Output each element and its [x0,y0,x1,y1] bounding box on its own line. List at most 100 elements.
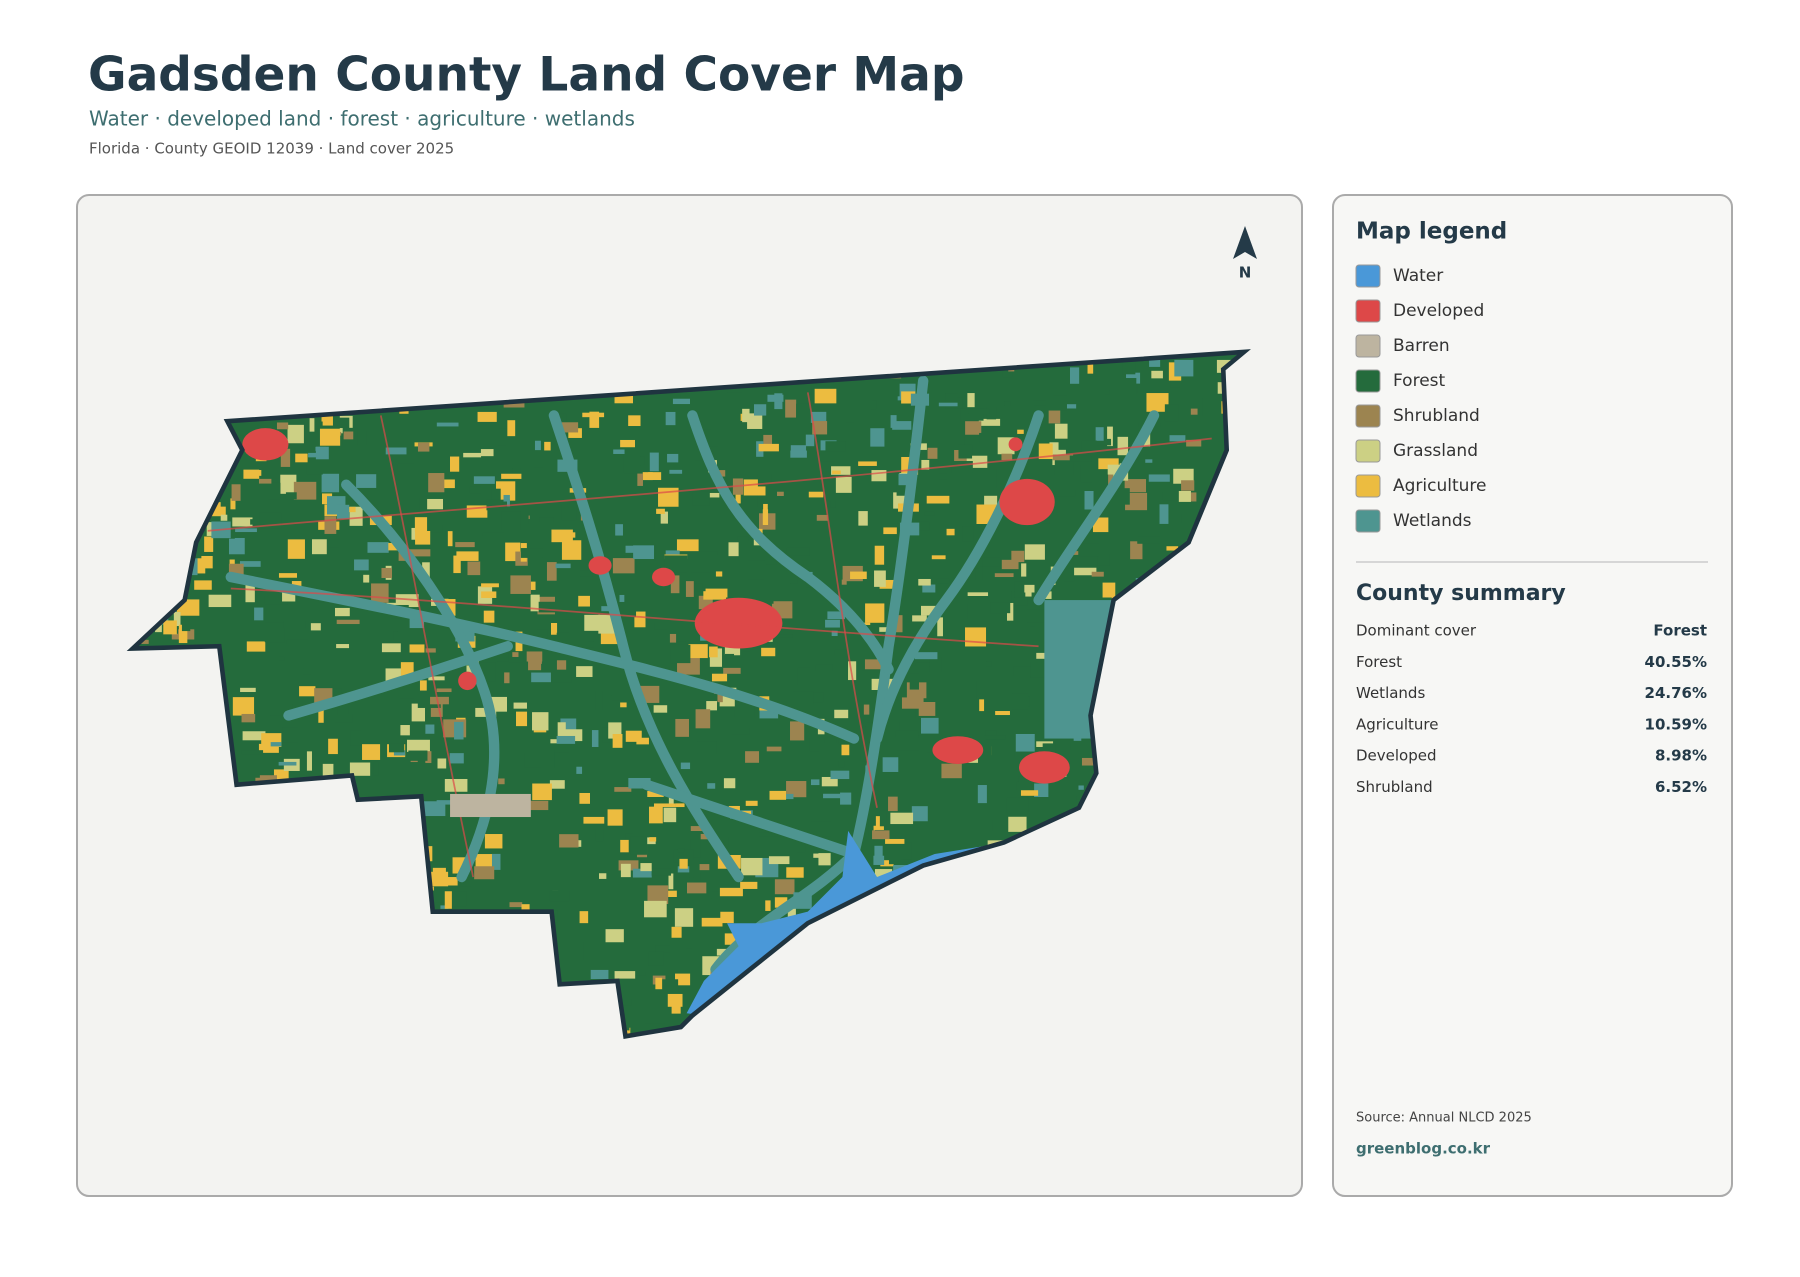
patch [832,470,841,475]
patch [633,545,655,560]
patch [516,711,528,727]
patch [620,863,631,878]
patch [709,646,718,658]
patch [544,441,551,451]
patch [555,563,571,569]
patch [896,750,920,759]
patch [611,695,634,701]
patch [613,449,625,454]
patch [287,539,305,559]
patch [204,536,214,552]
patch [551,623,558,635]
patch [295,453,308,463]
summary-label: Developed [1356,747,1437,765]
stream [341,479,500,883]
patch [669,469,683,474]
patch [665,550,680,555]
patch [258,478,272,484]
patch [767,394,784,402]
patch [703,591,727,600]
patch [921,459,930,470]
patch [810,779,820,786]
patch [863,704,870,715]
patch [692,491,710,506]
patch [1178,490,1191,502]
patch [278,761,297,766]
source: Source: Annual NLCD 2025 [1356,1111,1532,1126]
patch [690,839,701,858]
legend-label: Forest [1393,371,1446,391]
patch [668,873,674,890]
patch [454,891,467,907]
patch [497,651,512,662]
patch [706,701,718,711]
patch [670,575,680,594]
patch [653,705,668,713]
patch [321,473,340,493]
patch [717,688,723,703]
patch [278,573,298,578]
patch [319,428,341,446]
legend-label: Wetlands [1393,511,1472,531]
patch [711,673,728,682]
patch [1084,491,1094,510]
patch [1087,359,1094,374]
patch [407,549,431,557]
legend-swatch [1355,404,1381,428]
patch [812,421,828,435]
patch [534,467,543,477]
patch [958,444,973,459]
patch [1033,400,1046,406]
patch [1162,492,1185,501]
legend-swatch [1355,369,1381,393]
patch [1074,567,1097,576]
patch [790,450,807,458]
patch [496,481,516,501]
patch [747,413,763,429]
patch [411,527,419,540]
patch [349,762,371,776]
patch [1108,466,1113,485]
patch [667,453,679,463]
patch [871,400,877,410]
patch [559,834,579,848]
patch [840,792,852,805]
stream [687,410,894,675]
patch [367,542,389,553]
patch [675,803,685,808]
patch [299,686,316,697]
patch [436,688,452,693]
patch [556,735,576,744]
patch [1081,757,1095,766]
patch [559,413,567,424]
road [230,587,1039,648]
patch [912,615,927,622]
patch [648,472,662,481]
patch [510,575,531,594]
patch [520,548,543,558]
patch [777,491,784,496]
patch [436,422,459,427]
patch [654,622,668,630]
patch [318,703,324,723]
patch [308,452,324,458]
patch [720,911,734,924]
patch [619,998,632,1006]
patch [776,634,793,638]
legend-label: Grassland [1393,441,1478,461]
legend-label: Agriculture [1393,476,1487,496]
patch [747,560,765,580]
patch [1157,454,1175,458]
patch [255,470,262,476]
patch [587,641,594,648]
patch [824,493,830,498]
patch [393,631,398,641]
patch [347,506,356,513]
patch [270,742,282,747]
patch [242,731,266,741]
legend-swatch [1355,264,1381,288]
patch [677,848,685,853]
patch [549,890,570,902]
patch [208,594,232,608]
patch [628,607,637,618]
